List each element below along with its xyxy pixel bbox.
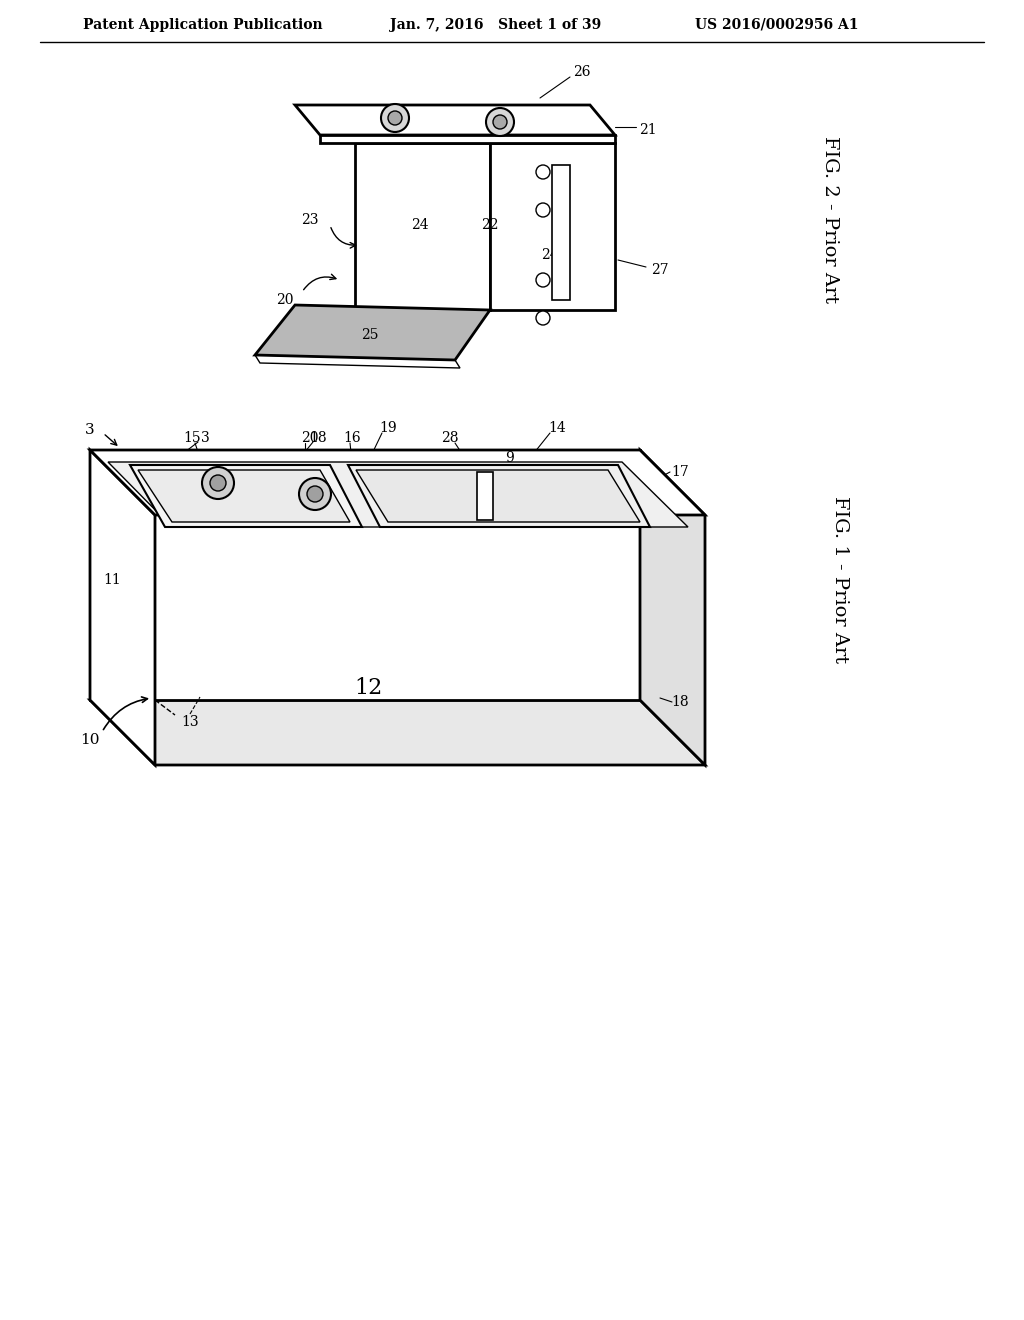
Circle shape [210, 475, 226, 491]
Text: 11: 11 [103, 573, 121, 587]
Text: 28: 28 [441, 432, 459, 445]
Text: Patent Application Publication: Patent Application Publication [83, 18, 323, 32]
Text: 22: 22 [481, 218, 499, 232]
Text: 24: 24 [542, 248, 559, 261]
Circle shape [536, 273, 550, 286]
Text: 15: 15 [183, 432, 201, 445]
Circle shape [486, 108, 514, 136]
Text: 20: 20 [301, 432, 318, 445]
Text: 3: 3 [85, 422, 95, 437]
Text: 12: 12 [354, 677, 382, 700]
Polygon shape [255, 355, 460, 368]
Text: 27: 27 [651, 263, 669, 277]
Polygon shape [295, 106, 615, 135]
Text: 13: 13 [181, 715, 199, 729]
Polygon shape [348, 465, 650, 527]
Text: 24: 24 [412, 218, 429, 232]
Text: 9: 9 [506, 451, 514, 465]
Polygon shape [90, 700, 705, 766]
Circle shape [388, 111, 402, 125]
Polygon shape [355, 143, 490, 310]
Text: 16: 16 [343, 432, 360, 445]
Circle shape [536, 312, 550, 325]
Text: 18: 18 [309, 432, 327, 445]
Polygon shape [90, 450, 705, 515]
Polygon shape [552, 165, 570, 300]
Text: 25: 25 [361, 327, 379, 342]
Text: 14: 14 [548, 421, 566, 436]
Polygon shape [90, 450, 155, 766]
Circle shape [381, 104, 409, 132]
Polygon shape [130, 465, 362, 527]
Polygon shape [138, 470, 350, 521]
Polygon shape [255, 305, 490, 360]
Circle shape [536, 203, 550, 216]
Polygon shape [356, 470, 640, 521]
Text: FIG. 2 - Prior Art: FIG. 2 - Prior Art [821, 136, 839, 304]
Text: 3: 3 [201, 432, 209, 445]
Text: 10: 10 [80, 733, 99, 747]
Text: 18: 18 [671, 696, 689, 709]
Circle shape [202, 467, 234, 499]
Polygon shape [477, 473, 493, 520]
Circle shape [536, 165, 550, 180]
Polygon shape [90, 450, 640, 700]
Text: 21: 21 [639, 123, 656, 137]
Text: 26: 26 [573, 65, 591, 79]
Text: US 2016/0002956 A1: US 2016/0002956 A1 [695, 18, 858, 32]
Text: 20: 20 [276, 293, 294, 308]
Text: FIG. 1 - Prior Art: FIG. 1 - Prior Art [831, 496, 849, 664]
Polygon shape [108, 462, 688, 527]
Text: Jan. 7, 2016   Sheet 1 of 39: Jan. 7, 2016 Sheet 1 of 39 [390, 18, 601, 32]
Text: 17: 17 [671, 465, 689, 479]
Polygon shape [490, 143, 615, 310]
Text: 19: 19 [379, 421, 397, 436]
Polygon shape [640, 450, 705, 766]
Circle shape [299, 478, 331, 510]
Polygon shape [319, 135, 615, 143]
Circle shape [493, 115, 507, 129]
Text: 23: 23 [301, 213, 318, 227]
Circle shape [307, 486, 323, 502]
